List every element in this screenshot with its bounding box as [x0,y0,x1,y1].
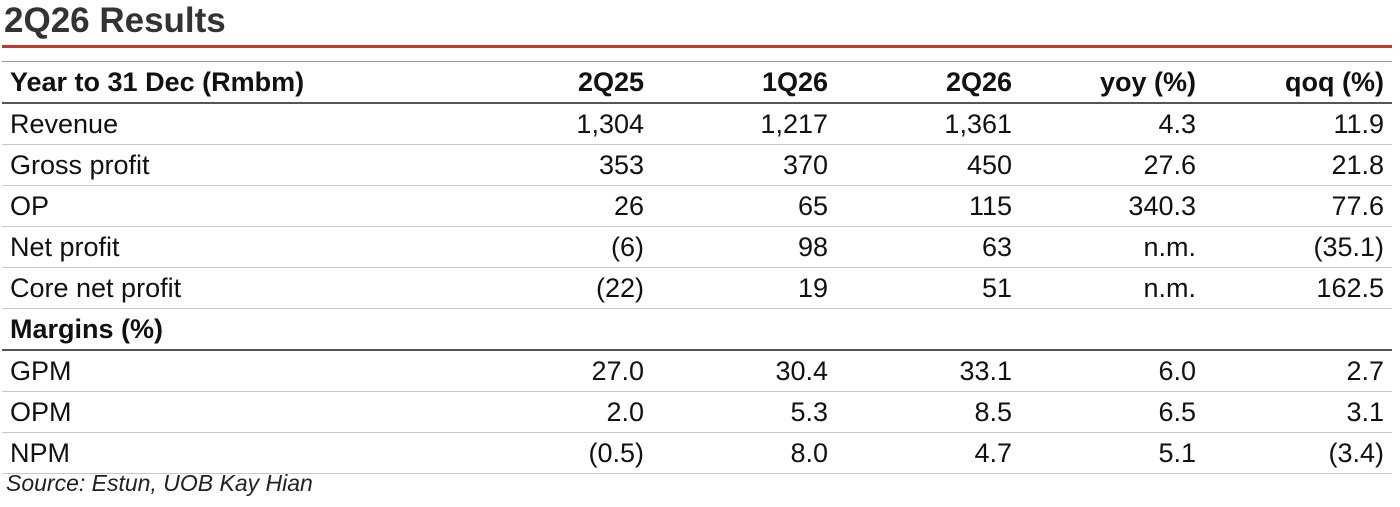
table-cell: 27.6 [1020,144,1204,186]
table-cell: 3.1 [1204,391,1392,433]
table-cell: 26 [500,185,652,227]
table-cell: n.m. [1020,226,1204,268]
row-label: OP [2,185,500,227]
source-note: Source: Estun, UOB Kay Hian [6,470,313,496]
table-cell: 21.8 [1204,144,1392,186]
table-cell: 5.1 [1020,432,1204,474]
row-label: Revenue [2,103,500,145]
table-cell: 5.3 [652,391,836,433]
section-label: Margins (%) [2,308,500,351]
table-cell: (22) [500,267,652,309]
row-label: Gross profit [2,144,500,186]
table-row: Revenue 1,304 1,217 1,361 4.3 11.9 [2,103,1392,145]
table-row: Net profit (6) 98 63 n.m. (35.1) [2,226,1392,268]
section-header-row: Margins (%) [2,308,1392,351]
table-cell: 2.0 [500,391,652,433]
table-row: Core net profit (22) 19 51 n.m. 162.5 [2,267,1392,309]
table-row: Gross profit 353 370 450 27.6 21.8 [2,144,1392,186]
table-cell: 8.5 [836,391,1020,433]
empty-cell [1020,308,1204,351]
table-cell: 30.4 [652,350,836,392]
table-cell: 77.6 [1204,185,1392,227]
table-cell: 353 [500,144,652,186]
table-cell: 51 [836,267,1020,309]
row-label: OPM [2,391,500,433]
table-cell: (35.1) [1204,226,1392,268]
table-row: OPM 2.0 5.3 8.5 6.5 3.1 [2,391,1392,433]
table-cell: 19 [652,267,836,309]
row-label: Net profit [2,226,500,268]
empty-cell [1204,308,1392,351]
table-cell: 33.1 [836,350,1020,392]
header-cell: Year to 31 Dec (Rmbm) [2,61,500,104]
table-cell: n.m. [1020,267,1204,309]
table-cell: 6.5 [1020,391,1204,433]
results-table: Year to 31 Dec (Rmbm) 2Q25 1Q26 2Q26 yoy… [2,61,1392,474]
table-row: OP 26 65 115 340.3 77.6 [2,185,1392,227]
title-divider [2,45,1392,48]
row-label: NPM [2,432,500,474]
table-cell: 63 [836,226,1020,268]
empty-cell [500,308,652,351]
table-cell: (6) [500,226,652,268]
table-cell: 370 [652,144,836,186]
page-title: 2Q26 Results [4,1,226,40]
header-cell: yoy (%) [1020,61,1204,104]
header-cell: qoq (%) [1204,61,1392,104]
table-cell: 115 [836,185,1020,227]
table-cell: 65 [652,185,836,227]
table-cell: 1,361 [836,103,1020,145]
empty-cell [836,308,1020,351]
table-header-row: Year to 31 Dec (Rmbm) 2Q25 1Q26 2Q26 yoy… [2,61,1392,104]
header-cell: 2Q25 [500,61,652,104]
table-cell: 11.9 [1204,103,1392,145]
table-cell: 2.7 [1204,350,1392,392]
table-cell: 4.3 [1020,103,1204,145]
table-cell: 340.3 [1020,185,1204,227]
table-row: NPM (0.5) 8.0 4.7 5.1 (3.4) [2,432,1392,474]
table-cell: (0.5) [500,432,652,474]
header-cell: 1Q26 [652,61,836,104]
header-cell: 2Q26 [836,61,1020,104]
table-cell: 162.5 [1204,267,1392,309]
table-cell: 27.0 [500,350,652,392]
row-label: GPM [2,350,500,392]
table-cell: 6.0 [1020,350,1204,392]
table-cell: 450 [836,144,1020,186]
table-cell: 8.0 [652,432,836,474]
table-cell: (3.4) [1204,432,1392,474]
table-cell: 4.7 [836,432,1020,474]
empty-cell [652,308,836,351]
table-cell: 98 [652,226,836,268]
table-row: GPM 27.0 30.4 33.1 6.0 2.7 [2,350,1392,392]
table-cell: 1,217 [652,103,836,145]
row-label: Core net profit [2,267,500,309]
table-cell: 1,304 [500,103,652,145]
